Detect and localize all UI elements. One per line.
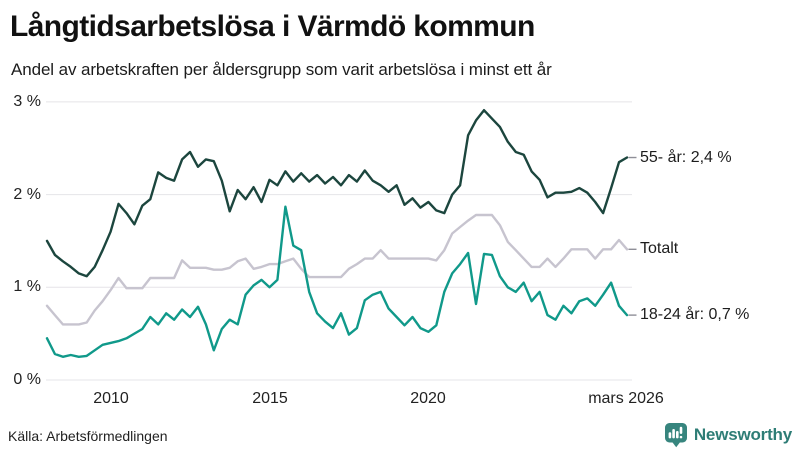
- x-axis-tick-label: 2015: [252, 390, 288, 407]
- x-axis-tick-label: mars 2026: [588, 390, 664, 407]
- chart-subtitle: Andel av arbetskraften per åldersgrupp s…: [11, 60, 552, 79]
- y-axis-tick-label: 1 %: [13, 278, 41, 295]
- newsworthy-logo-text: Newsworthy: [693, 425, 792, 444]
- series-label-18-24: 18-24 år: 0,7 %: [640, 306, 750, 324]
- series-line-totalt: [45, 213, 629, 326]
- newsworthy-icon: [664, 423, 687, 448]
- series-line-18-24: [45, 205, 629, 358]
- series-line-55plus: [45, 108, 629, 278]
- series-label-totalt: Totalt: [640, 240, 679, 258]
- source-note: Källa: Arbetsförmedlingen: [8, 428, 168, 444]
- x-axis-tick-label: 2010: [93, 390, 129, 407]
- y-axis-tick-label: 0 %: [13, 371, 41, 388]
- newsworthy-logo: Newsworthy: [664, 422, 792, 448]
- y-axis-tick-label: 3 %: [13, 93, 41, 110]
- chart-title: Långtidsarbetslösa i Värmdö kommun: [10, 10, 535, 43]
- x-axis-tick-label: 2020: [410, 390, 446, 407]
- series-label-55plus: 55- år: 2,4 %: [640, 148, 732, 166]
- y-axis-tick-label: 2 %: [13, 186, 41, 203]
